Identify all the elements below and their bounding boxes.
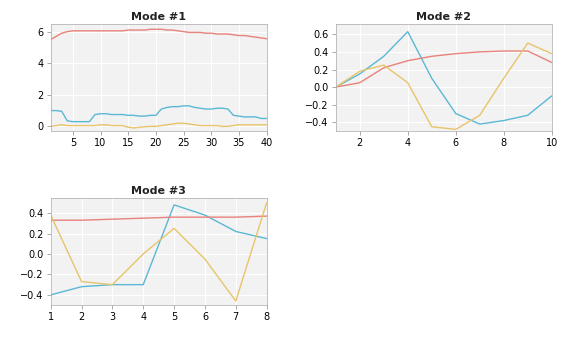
Title: Mode #2: Mode #2 <box>416 12 471 22</box>
Title: Mode #1: Mode #1 <box>131 12 186 22</box>
Title: Mode #3: Mode #3 <box>131 185 186 196</box>
